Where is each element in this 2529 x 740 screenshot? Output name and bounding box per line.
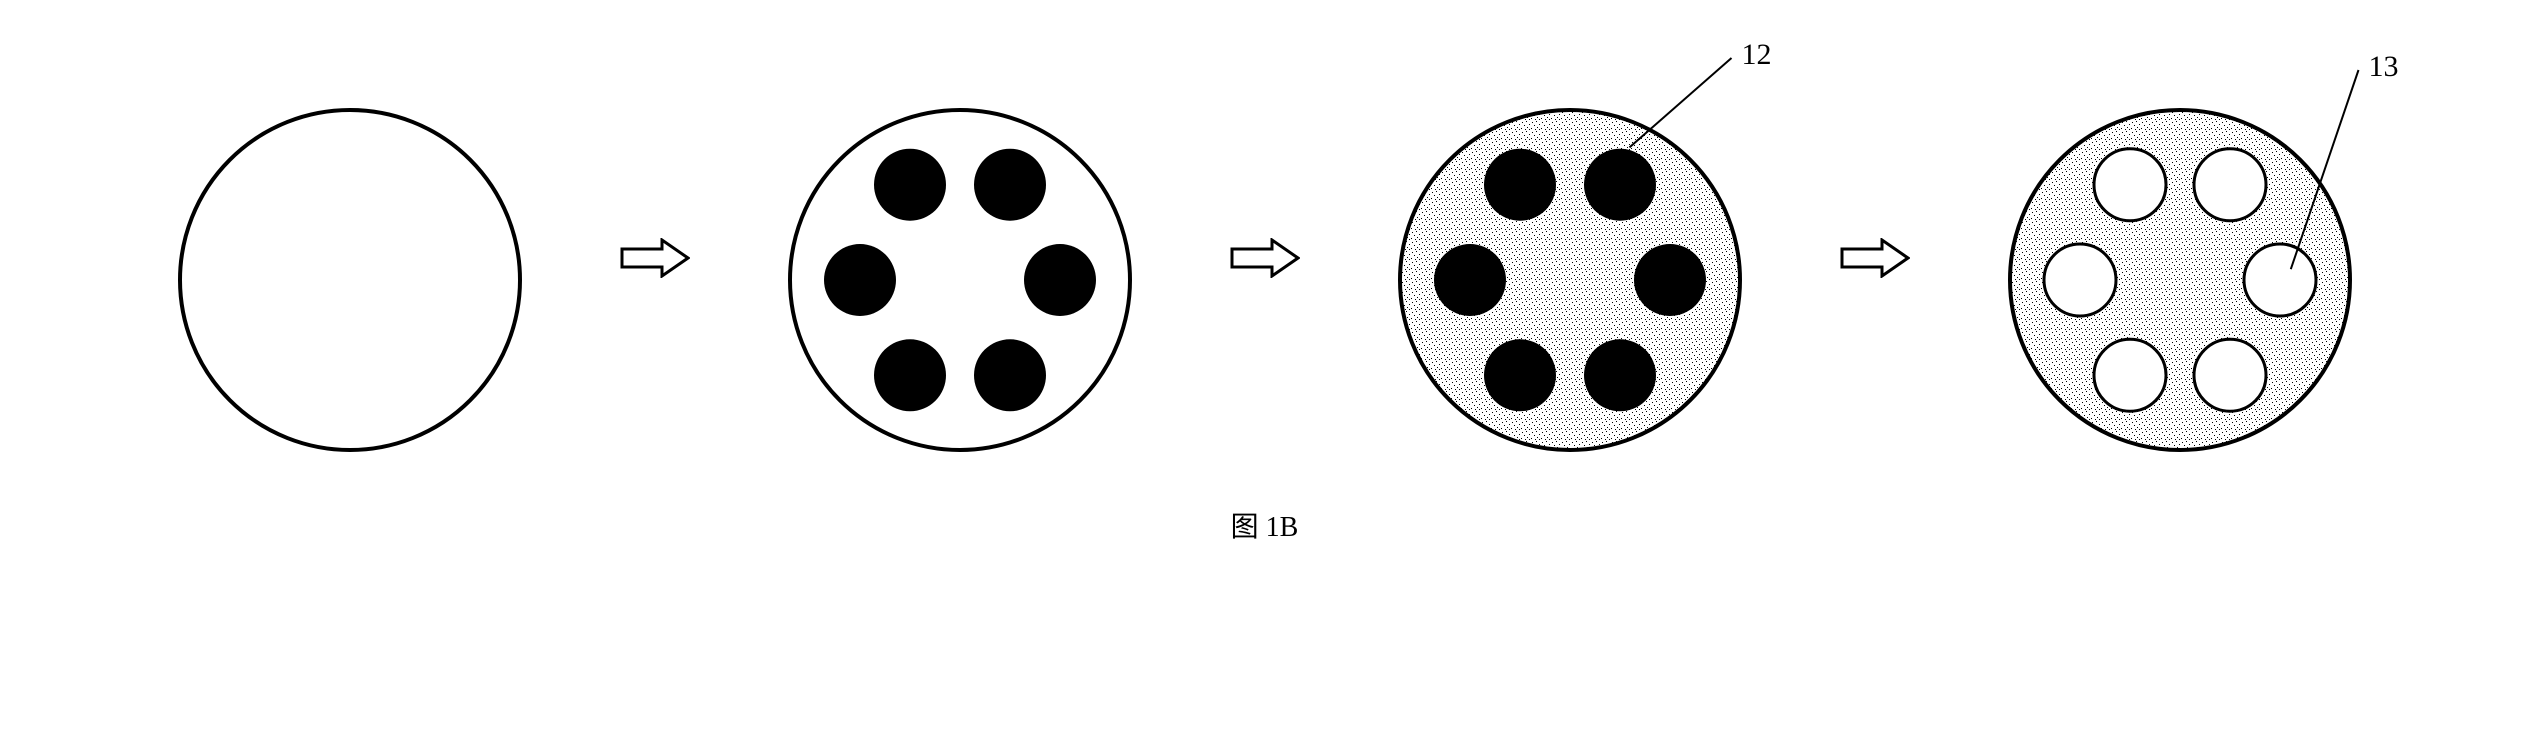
arrow-icon: [1230, 238, 1300, 278]
arrow: [1230, 238, 1300, 278]
dot: [1484, 339, 1556, 411]
stage-wrapper: 12: [1310, 40, 1830, 475]
dot: [1584, 339, 1656, 411]
dot: [1434, 244, 1506, 316]
dot: [1634, 244, 1706, 316]
dot: [974, 149, 1046, 221]
dot: [2094, 149, 2166, 221]
dot: [1584, 149, 1656, 221]
figure-caption: 图 1B: [20, 505, 2509, 545]
stage-3: 12: [1310, 40, 1830, 470]
reference-label: 13: [2368, 50, 2398, 83]
stage-wrapper: [700, 40, 1220, 475]
dot: [824, 244, 896, 316]
leader-line: [1629, 58, 1731, 147]
stage-wrapper: 13: [1920, 40, 2440, 475]
arrow-icon: [1840, 238, 1910, 278]
dot: [2194, 339, 2266, 411]
dot: [874, 339, 946, 411]
stage-2: [700, 40, 1220, 470]
dot: [1024, 244, 1096, 316]
dot: [974, 339, 1046, 411]
wafer-circle: [180, 110, 520, 450]
dot: [1484, 149, 1556, 221]
reference-label: 12: [1741, 40, 1771, 71]
arrow: [1840, 238, 1910, 278]
arrow-icon: [620, 238, 690, 278]
dot: [2094, 339, 2166, 411]
process-diagram: 12 13: [20, 40, 2509, 475]
dot: [2194, 149, 2266, 221]
dot: [874, 149, 946, 221]
stage-4: 13: [1920, 40, 2440, 470]
arrow: [620, 238, 690, 278]
dot: [2244, 244, 2316, 316]
stage-1: [90, 40, 610, 470]
dot: [2044, 244, 2116, 316]
stage-wrapper: [90, 40, 610, 475]
